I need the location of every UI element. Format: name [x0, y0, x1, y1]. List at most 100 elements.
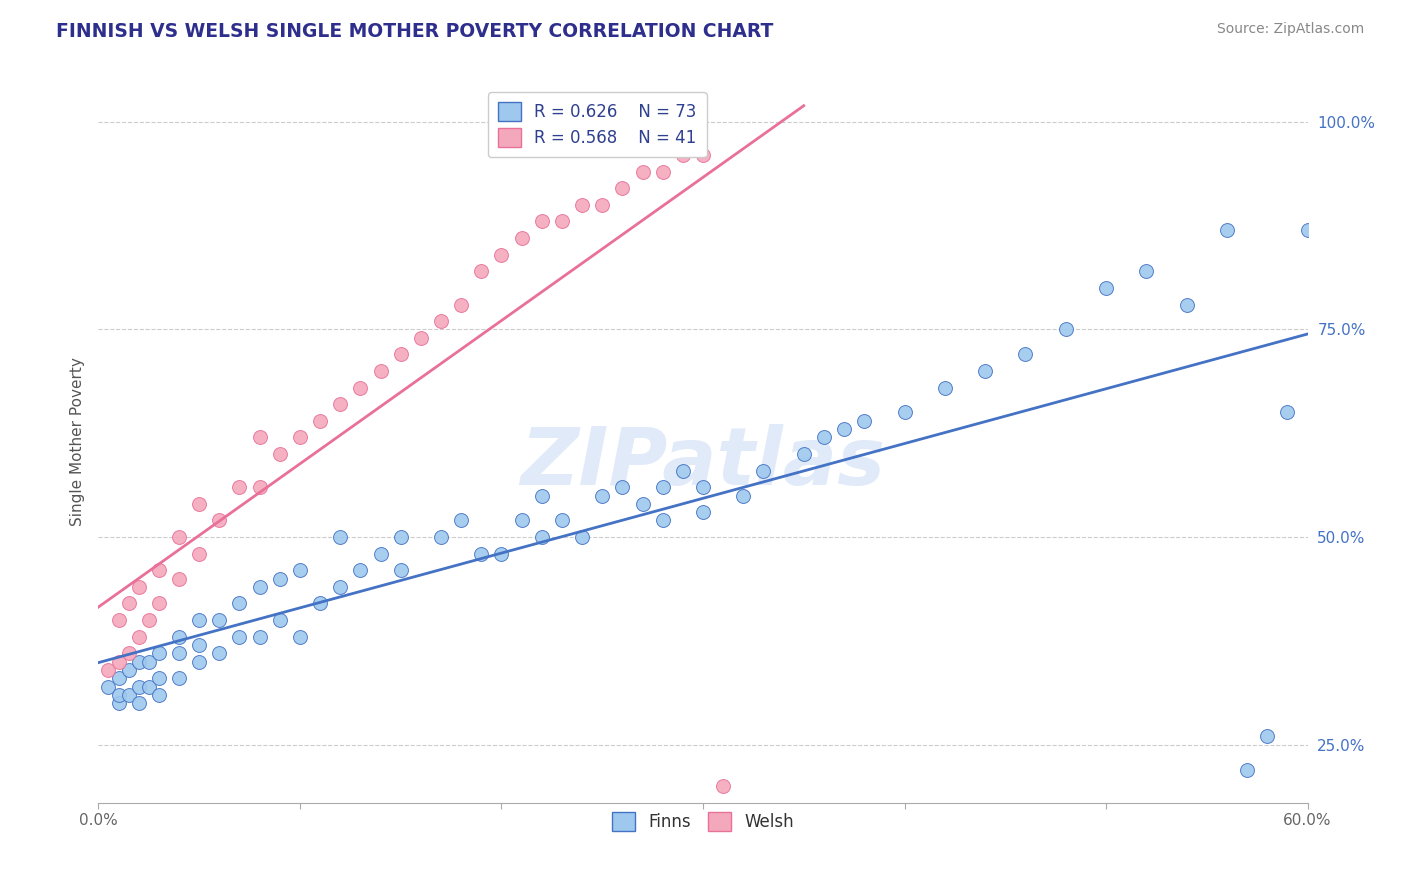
Point — [370, 364, 392, 378]
Point — [309, 414, 332, 428]
Point — [228, 597, 250, 611]
Point — [128, 680, 150, 694]
Point — [510, 231, 533, 245]
Point — [1277, 405, 1299, 419]
Point — [138, 680, 160, 694]
Point — [1175, 297, 1198, 311]
Point — [118, 646, 141, 660]
Point — [269, 447, 291, 461]
Point — [148, 646, 170, 660]
Point — [893, 405, 915, 419]
Point — [651, 513, 673, 527]
Point — [430, 530, 453, 544]
Text: FINNISH VS WELSH SINGLE MOTHER POVERTY CORRELATION CHART: FINNISH VS WELSH SINGLE MOTHER POVERTY C… — [56, 22, 773, 41]
Point — [167, 630, 190, 644]
Point — [118, 597, 141, 611]
Point — [188, 613, 211, 627]
Point — [711, 779, 734, 793]
Point — [651, 164, 673, 178]
Point — [571, 198, 593, 212]
Point — [631, 164, 654, 178]
Point — [148, 563, 170, 577]
Point — [491, 547, 513, 561]
Point — [188, 638, 211, 652]
Point — [752, 464, 775, 478]
Point — [430, 314, 453, 328]
Point — [249, 580, 271, 594]
Point — [692, 148, 714, 162]
Text: ZIPatlas: ZIPatlas — [520, 425, 886, 502]
Point — [491, 248, 513, 262]
Point — [228, 630, 250, 644]
Point — [631, 497, 654, 511]
Point — [1135, 264, 1157, 278]
Point — [530, 214, 553, 228]
Point — [450, 297, 472, 311]
Point — [389, 530, 412, 544]
Point — [733, 489, 755, 503]
Point — [591, 198, 613, 212]
Point — [148, 597, 170, 611]
Point — [974, 364, 997, 378]
Point — [269, 572, 291, 586]
Point — [389, 347, 412, 361]
Point — [551, 513, 574, 527]
Point — [208, 513, 231, 527]
Point — [148, 688, 170, 702]
Point — [793, 447, 815, 461]
Point — [128, 696, 150, 710]
Point — [530, 489, 553, 503]
Point — [813, 430, 835, 444]
Point — [672, 148, 695, 162]
Point — [107, 688, 129, 702]
Point — [128, 630, 150, 644]
Point — [309, 597, 332, 611]
Point — [692, 480, 714, 494]
Point — [450, 513, 472, 527]
Point — [1236, 763, 1258, 777]
Point — [288, 630, 311, 644]
Point — [370, 547, 392, 561]
Point — [551, 214, 574, 228]
Point — [329, 397, 352, 411]
Point — [128, 580, 150, 594]
Point — [188, 655, 211, 669]
Point — [138, 613, 160, 627]
Point — [107, 696, 129, 710]
Point — [470, 264, 492, 278]
Point — [167, 530, 190, 544]
Point — [389, 563, 412, 577]
Point — [208, 613, 231, 627]
Point — [118, 688, 141, 702]
Point — [612, 480, 634, 494]
Point — [832, 422, 855, 436]
Point — [672, 464, 695, 478]
Point — [651, 480, 673, 494]
Point — [934, 380, 956, 394]
Point — [208, 646, 231, 660]
Point — [288, 430, 311, 444]
Point — [148, 671, 170, 685]
Point — [288, 563, 311, 577]
Point — [107, 613, 129, 627]
Point — [188, 497, 211, 511]
Point — [269, 613, 291, 627]
Point — [138, 655, 160, 669]
Point — [349, 563, 371, 577]
Point — [97, 663, 120, 677]
Point — [118, 663, 141, 677]
Point — [510, 513, 533, 527]
Point — [1095, 281, 1118, 295]
Point — [530, 530, 553, 544]
Point — [409, 331, 432, 345]
Point — [97, 680, 120, 694]
Text: Source: ZipAtlas.com: Source: ZipAtlas.com — [1216, 22, 1364, 37]
Point — [329, 530, 352, 544]
Point — [692, 505, 714, 519]
Point — [167, 671, 190, 685]
Point — [1216, 223, 1239, 237]
Legend: Finns, Welsh: Finns, Welsh — [605, 805, 801, 838]
Point — [107, 655, 129, 669]
Point — [1014, 347, 1036, 361]
Point — [853, 414, 876, 428]
